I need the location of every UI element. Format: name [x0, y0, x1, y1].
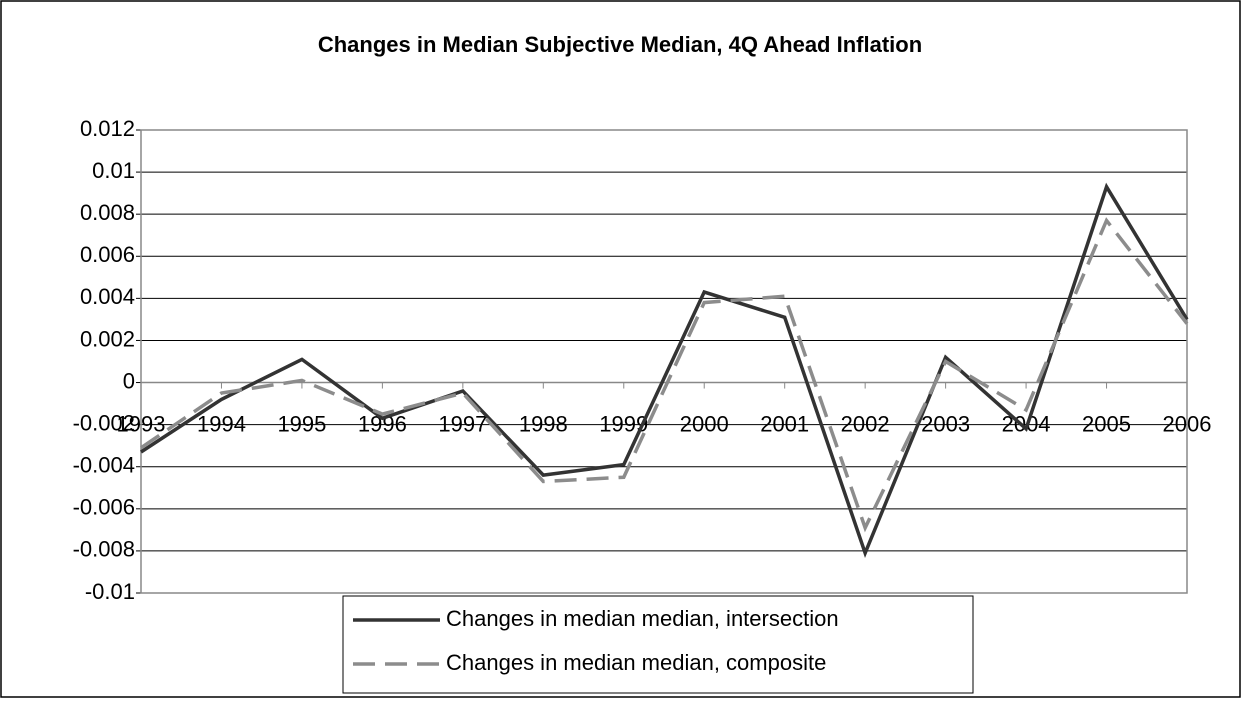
- y-tick-label: 0.002: [80, 326, 135, 351]
- plot-border: [140, 129, 1188, 594]
- x-tick-label: 2003: [921, 411, 970, 436]
- y-tick-label: 0.012: [80, 116, 135, 141]
- x-tick-label: 1998: [519, 411, 568, 436]
- y-tick-label: -0.008: [73, 537, 135, 562]
- y-tick-label: 0.01: [92, 158, 135, 183]
- y-tick-label: 0.008: [80, 200, 135, 225]
- x-tick-label: 2006: [1163, 411, 1212, 436]
- series-line: [140, 217, 1189, 533]
- legend-box: [342, 595, 974, 694]
- y-tick-label: -0.002: [73, 410, 135, 435]
- y-tick-label: 0: [123, 368, 135, 393]
- y-tick-label: 0.006: [80, 242, 135, 267]
- x-tick-label: 2005: [1082, 411, 1131, 436]
- y-tick-label: -0.01: [85, 579, 135, 604]
- chart-title: Changes in Median Subjective Median, 4Q …: [318, 32, 922, 57]
- x-tick-label: 2002: [841, 411, 890, 436]
- x-tick-label: 1995: [277, 411, 326, 436]
- x-tick-label: 2001: [760, 411, 809, 436]
- y-tick-label: -0.006: [73, 495, 135, 520]
- legend-label: Changes in median median, intersection: [446, 606, 839, 631]
- legend-label: Changes in median median, composite: [446, 650, 826, 675]
- x-tick-label: 2000: [680, 411, 729, 436]
- x-tick-label: 1997: [438, 411, 487, 436]
- y-tick-label: -0.004: [73, 453, 135, 478]
- x-tick-label: 1994: [197, 411, 246, 436]
- x-tick-label: 1993: [117, 411, 166, 436]
- series-line: [140, 182, 1189, 558]
- y-tick-label: 0.004: [80, 284, 135, 309]
